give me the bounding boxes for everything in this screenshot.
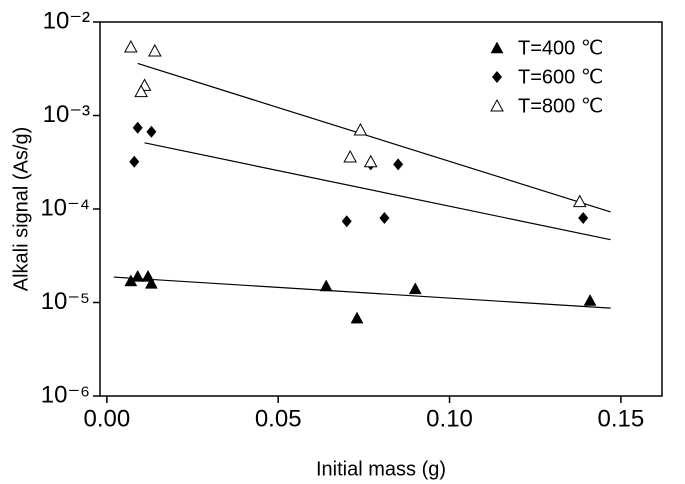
legend-label: T=600 ℃: [518, 66, 603, 88]
triangle-marker: [490, 41, 504, 54]
triangle-marker: [363, 154, 378, 168]
x-axis-title: Initial mass (g): [316, 458, 446, 480]
triangle-marker: [144, 276, 158, 289]
diamond-marker: [146, 125, 157, 138]
legend-label: T=800 ℃: [518, 95, 603, 117]
y-tick-label: 10⁻³: [43, 101, 90, 128]
diamond-marker: [578, 212, 589, 225]
triangle-marker: [319, 279, 333, 292]
triangle-marker: [490, 98, 504, 112]
triangle-marker: [350, 311, 364, 324]
y-tick-label: 10⁻⁵: [41, 288, 90, 315]
legend-label: T=400 ℃: [518, 37, 603, 59]
x-tick-label: 0.05: [255, 405, 302, 432]
triangle-marker: [583, 293, 597, 306]
y-tick-label: 10⁻⁶: [41, 381, 90, 408]
fit-line: [144, 142, 611, 241]
triangle-marker: [408, 282, 422, 295]
triangle-marker: [147, 43, 162, 57]
diamond-marker: [132, 121, 143, 134]
triangle-marker: [343, 149, 358, 163]
x-tick-label: 0.00: [83, 405, 130, 432]
triangle-marker: [134, 84, 148, 98]
diamond-marker: [341, 215, 352, 228]
diamond-marker: [129, 155, 140, 168]
triangle-marker: [353, 122, 368, 136]
triangle-marker: [123, 39, 138, 53]
triangle-marker: [572, 194, 587, 208]
fit-line: [113, 276, 611, 309]
fit-line: [137, 62, 611, 213]
y-axis-title: Alkali signal (As/g): [10, 127, 32, 292]
x-tick-label: 0.10: [426, 405, 473, 432]
diamond-marker: [379, 212, 390, 225]
y-tick-label: 10⁻²: [43, 7, 90, 34]
triangle-marker: [131, 269, 145, 282]
diamond-marker: [393, 158, 404, 171]
x-tick-label: 0.15: [598, 405, 645, 432]
y-tick-label: 10⁻⁴: [40, 194, 90, 221]
diamond-marker: [492, 71, 502, 83]
